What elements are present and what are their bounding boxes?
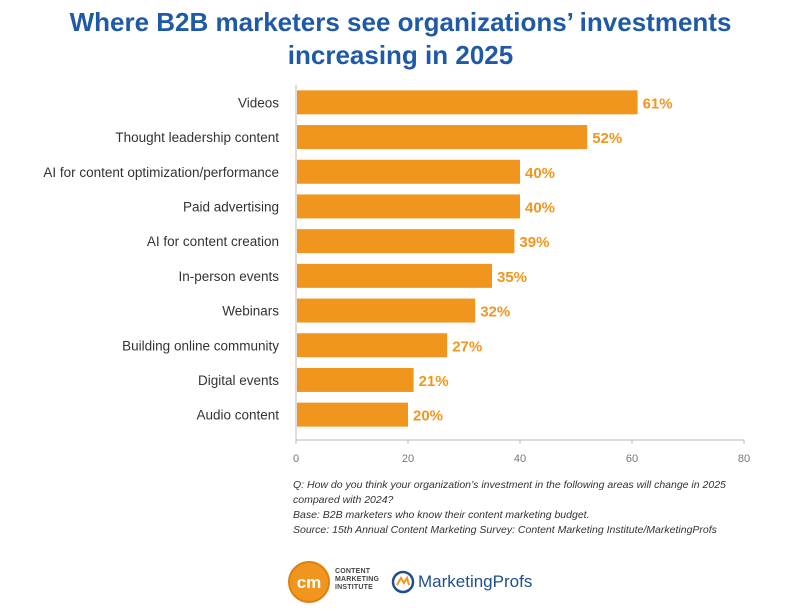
category-label: Digital events [198, 373, 279, 388]
data-label: 21% [419, 373, 449, 390]
category-label: Building online community [122, 338, 279, 353]
bar [297, 229, 515, 254]
data-label: 32% [480, 304, 510, 321]
data-label: 20% [413, 408, 443, 425]
logos: cm CONTENT MARKETING INSTITUTE Marketing… [287, 560, 547, 604]
bar [297, 90, 638, 115]
bar [297, 333, 448, 358]
category-label: Thought leadership content [115, 130, 279, 145]
bar [297, 367, 414, 392]
bar [297, 159, 520, 184]
x-tick-label: 40 [514, 453, 526, 465]
data-label: 39% [519, 234, 549, 251]
x-tick-label: 20 [402, 453, 414, 465]
cmi-logo-mark: cm [297, 573, 322, 592]
data-label: 40% [525, 165, 555, 182]
bar [297, 298, 476, 323]
survey-question: Q: How do you think your organization’s … [293, 479, 726, 506]
category-label: AI for content optimization/performance [43, 165, 279, 180]
data-label: 40% [525, 199, 555, 216]
cmi-text-line-2: MARKETING [335, 576, 380, 583]
cmi-text-line-1: CONTENT [335, 568, 371, 575]
category-label: Videos [238, 95, 279, 110]
data-label: 52% [592, 130, 622, 147]
data-label: 61% [643, 95, 673, 112]
marketingprofs-logo-icon [391, 570, 415, 594]
bar [297, 194, 520, 219]
chart-notes: Q: How do you think your organization’s … [293, 478, 763, 538]
data-label: 35% [497, 269, 527, 286]
bar [297, 125, 588, 150]
category-label: Paid advertising [183, 199, 279, 214]
survey-base: Base: B2B marketers who know their conte… [293, 509, 590, 521]
category-label: Audio content [196, 408, 279, 423]
data-label: 27% [452, 338, 482, 355]
bar [297, 263, 492, 288]
chart-title: Where B2B marketers see organizations’ i… [0, 6, 801, 72]
marketingprofs-logo-text: MarketingProfs [418, 572, 533, 591]
survey-source: Source: 15th Annual Content Marketing Su… [293, 524, 717, 536]
cmi-logo-icon: cm [288, 561, 330, 603]
x-tick-label: 80 [738, 453, 750, 465]
category-label: In-person events [178, 269, 279, 284]
cmi-logo-text: CONTENT MARKETING INSTITUTE [335, 568, 379, 592]
chart-title-line-2: increasing in 2025 [287, 40, 514, 70]
chart-title-line-1: Where B2B marketers see organizations’ i… [69, 7, 732, 37]
x-tick-label: 60 [626, 453, 638, 465]
x-tick-label: 0 [293, 453, 299, 465]
bar [297, 402, 408, 427]
category-label: AI for content creation [147, 234, 279, 249]
cmi-text-line-3: INSTITUTE [335, 584, 373, 591]
bar-chart: 0 20 40 60 80 Videos 61% Thought leadership con… [43, 85, 750, 465]
category-label: Webinars [222, 304, 279, 319]
